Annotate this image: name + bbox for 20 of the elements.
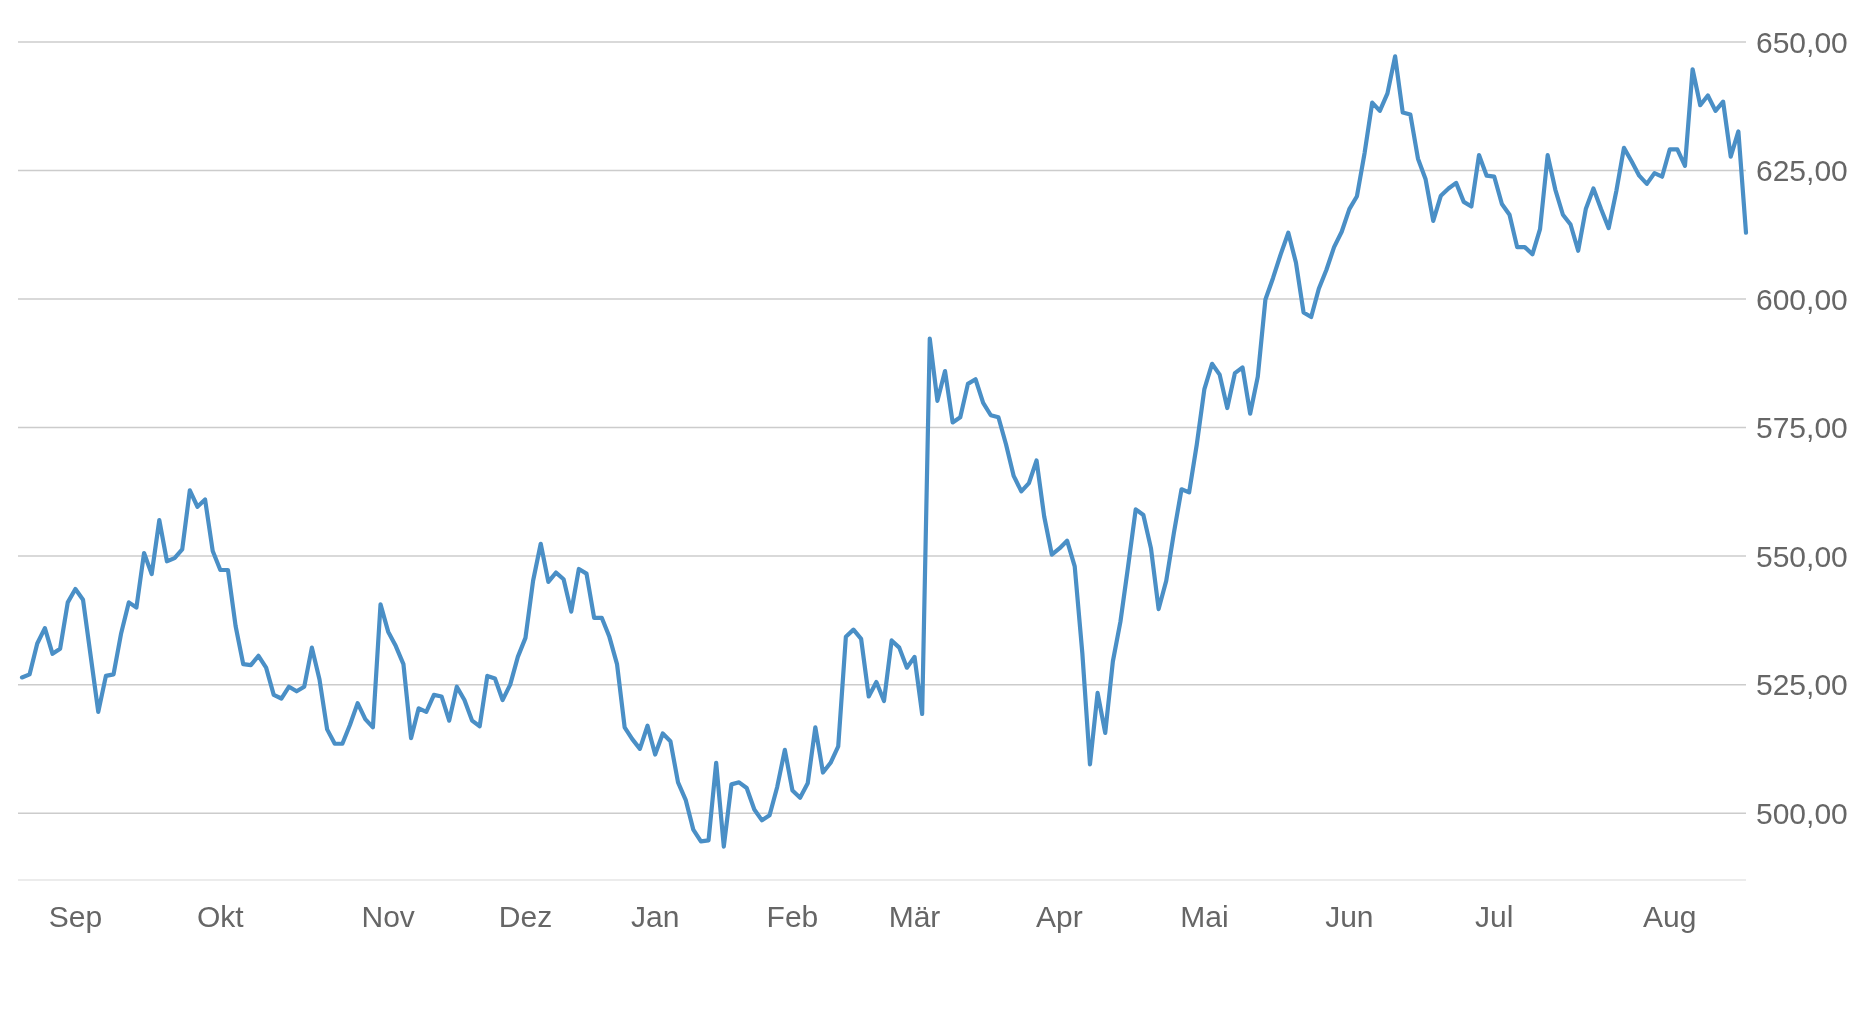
y-tick-label: 600,00 xyxy=(1756,282,1848,316)
y-tick-label: 575,00 xyxy=(1756,411,1848,445)
x-tick-label: Sep xyxy=(48,900,103,933)
y-tick-label: 650,00 xyxy=(1756,25,1848,59)
y-tick-label: 625,00 xyxy=(1756,154,1848,188)
x-tick-label: Apr xyxy=(1036,900,1083,933)
y-tick-label: 500,00 xyxy=(1756,796,1848,830)
x-tick-label: Mär xyxy=(888,900,941,933)
y-tick-label: 525,00 xyxy=(1756,668,1848,702)
x-tick-label: Okt xyxy=(197,900,245,933)
x-tick-label: Jun xyxy=(1325,900,1374,933)
x-tick-label: Jan xyxy=(630,900,680,933)
x-tick-label: Jul xyxy=(1475,900,1514,933)
y-tick-label: 550,00 xyxy=(1756,539,1848,573)
x-tick-label: Mai xyxy=(1180,900,1229,933)
x-tick-label: Feb xyxy=(766,900,819,933)
x-tick-label: Nov xyxy=(361,900,415,933)
line-series xyxy=(19,54,1749,849)
x-tick-label: Dez xyxy=(498,900,553,933)
x-tick-label: Aug xyxy=(1643,900,1697,933)
